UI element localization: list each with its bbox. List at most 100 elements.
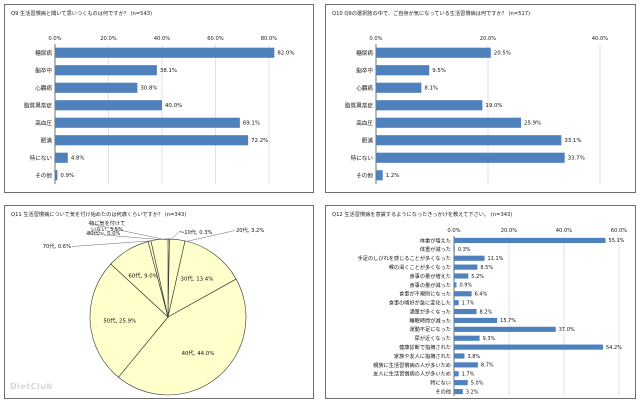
q12-category-label: 体重が増えた	[420, 236, 451, 244]
q9-bar	[55, 65, 157, 76]
q12-value-label: 1.7%	[462, 372, 475, 378]
q9-chart-panel: Q9 生活習慣病と聞いて思いつくものは何ですか？ (n=543) 0.0% 20.…	[4, 4, 314, 193]
q9-value-label: 82.0%	[277, 51, 294, 57]
q12-bar	[454, 317, 498, 324]
q9-tick-label: 0.0%	[48, 36, 61, 42]
q10-category-label: その他	[356, 171, 373, 179]
q9-value-label: 0.9%	[60, 173, 74, 179]
q12-category-label: その他	[435, 387, 451, 395]
q12-value-label: 11.1%	[488, 256, 504, 262]
q10-value-label: 33.1%	[564, 138, 581, 144]
q9-tick-label: 40.0%	[154, 36, 171, 42]
q12-tick-label: 20.0%	[501, 228, 518, 234]
q12-value-label: 8.2%	[480, 309, 493, 315]
q10-tick-label: 20.0%	[480, 36, 497, 42]
q9-bar	[55, 100, 162, 111]
q10-bar	[376, 82, 422, 93]
q12-bar	[454, 246, 455, 252]
q12-value-label: 37.0%	[559, 327, 575, 333]
q12-tick-label: 40.0%	[556, 228, 573, 234]
q12-bar	[454, 344, 604, 350]
q11-pie-chart: ～10代, 0.3% 20代, 3.2% 30代, 13.4% 40代, 44.0% 5…	[43, 219, 264, 396]
q12-value-label: 55.1%	[609, 238, 625, 244]
q9-bar	[55, 152, 68, 163]
q10-value-label: 9.5%	[432, 68, 446, 74]
q10-category-label: 脳卒中	[356, 66, 373, 74]
q12-bar-chart: 0.0% 20.0% 40.0% 60.0% 体重が増えた 55.1% 体重が減った 0.3%…	[358, 228, 628, 396]
q12-category-label: 特にない	[430, 379, 451, 387]
q12-category-label: 親族に生活習慣病の人が多いため	[373, 361, 451, 369]
q12-tick-label: 60.0%	[611, 228, 628, 234]
q12-category-label: 喉の渇くことが多くなった	[389, 263, 451, 271]
q11-slice-label: 特に気を付けて	[89, 219, 125, 227]
q12-value-label: 1.7%	[462, 300, 475, 306]
q12-value-label: 0.3%	[458, 247, 471, 253]
q9-value-label: 4.8%	[71, 156, 85, 162]
q12-bar	[454, 308, 477, 315]
q10-value-label: 20.5%	[494, 51, 511, 57]
q12-value-label: 3.8%	[467, 354, 480, 360]
q11-slice-label: ～10代, 0.3%	[179, 228, 213, 236]
q10-tick-label: 40.0%	[592, 36, 609, 42]
q12-bar	[454, 362, 478, 368]
q12-value-label: 8.7%	[481, 363, 494, 369]
q12-bar	[454, 326, 556, 332]
q11-slice-label: 20代, 3.2%	[236, 226, 264, 234]
q9-category-label: 特にない	[30, 154, 53, 162]
q12-value-label: 6.4%	[475, 292, 488, 298]
q11-leader-line	[85, 233, 166, 241]
watermark-logo: DietClub	[10, 382, 53, 391]
q10-bar-chart: 0.0% 20.0% 40.0% 糖尿病 20.5% 脳卒中 9.5% 心臓病 8.1% 脂質異常…	[345, 36, 609, 184]
q12-value-label: 15.7%	[500, 318, 516, 324]
q11-slice-label: 30代, 13.4%	[181, 274, 214, 282]
q11-slice-label: 50代, 25.9%	[103, 316, 136, 324]
q11-title: Q11 生活習慣病について気を付け始めたのは何歳くらいですか？ (n=343)	[11, 212, 187, 218]
q12-category-label: 手足のしびれを感じることが多くなった	[358, 254, 451, 262]
q9-value-label: 69.1%	[243, 121, 260, 127]
q11-slice-label: 60代, 9.0%	[128, 272, 157, 280]
q11-slice-label: 40代, 44.0%	[182, 349, 215, 357]
q12-bar	[454, 255, 485, 261]
q9-value-label: 72.2%	[251, 138, 268, 144]
q9-category-label: 心臓病	[35, 84, 52, 92]
q9-category-label: 高血圧	[35, 119, 52, 127]
q12-category-label: 家族や友人に指摘された	[394, 352, 451, 360]
q10-bar	[376, 152, 565, 163]
q9-tick-label: 80.0%	[261, 36, 278, 42]
q12-category-label: 運動不足になった	[409, 325, 451, 333]
q12-category-label: 尿が近くなった	[415, 334, 451, 342]
q9-category-label: 肥満	[41, 137, 53, 144]
q12-tick-label: 0.0%	[447, 228, 460, 234]
q12-bar	[454, 273, 469, 279]
q10-chart-panel: Q10 Q9の選択肢の中で、ご自身が気になっている生活習慣病は何ですか？ (n=…	[325, 4, 636, 193]
q11-leader-line	[183, 230, 236, 243]
q12-bar	[454, 282, 457, 288]
q10-category-label: 心臓病	[356, 84, 373, 92]
q12-bar	[454, 237, 606, 244]
q11-leader-line	[71, 239, 163, 247]
q10-bar	[376, 100, 483, 111]
q10-value-label: 33.7%	[568, 156, 585, 162]
q9-bar	[55, 82, 138, 93]
q10-value-label: 25.9%	[524, 121, 541, 127]
q9-bar-chart: 0.0% 20.0% 40.0% 60.0% 80.0% 糖尿病 82.0% 脳卒中 38.1%…	[24, 36, 294, 184]
q10-value-label: 19.0%	[485, 103, 502, 109]
q9-title: Q9 生活習慣病と聞いて思いつくものは何ですか？ (n=543)	[11, 11, 153, 17]
q9-tick-label: 20.0%	[100, 36, 117, 42]
q11-pie-slice	[167, 240, 237, 318]
q12-category-label: 食事の嗜好が急に変化した	[389, 299, 451, 307]
q11-leader-line	[87, 223, 168, 241]
q10-bar	[376, 170, 383, 181]
q12-title: Q12 生活習慣病を意識するようになったきっかけを教えて下さい。 (n=343)	[332, 212, 513, 218]
q12-bar	[454, 264, 478, 270]
q9-bar	[55, 135, 249, 146]
q10-bar	[376, 65, 430, 76]
q10-category-label: 糖尿病	[356, 49, 373, 57]
q10-bar	[376, 47, 491, 58]
q12-category-label: 体重が減った	[420, 245, 451, 253]
q12-value-label: 5.0%	[471, 380, 484, 386]
q9-tick-label: 60.0%	[207, 36, 224, 42]
q10-title: Q10 Q9の選択肢の中で、ご自身が気になっている生活習慣病は何ですか？ (n=…	[332, 11, 531, 17]
q12-category-label: 友人に生活習慣病の人が多いため	[373, 370, 451, 378]
q9-value-label: 40.0%	[165, 103, 182, 109]
